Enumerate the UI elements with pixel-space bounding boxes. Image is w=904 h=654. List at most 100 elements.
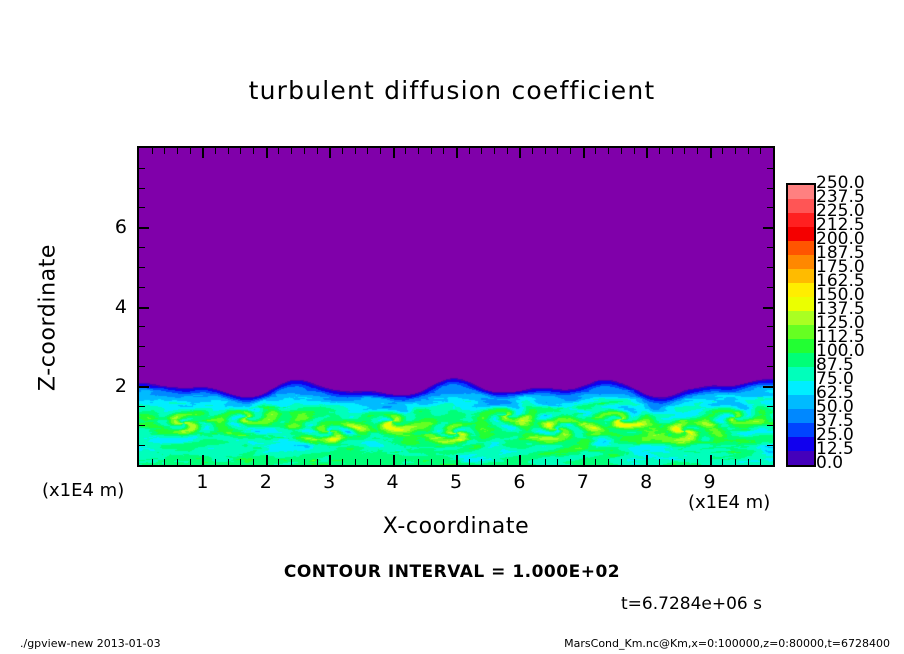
colorbar-tick-label: 62.5	[816, 383, 854, 403]
tick-mark	[672, 148, 673, 154]
x-axis-title: X-coordinate	[382, 514, 530, 539]
x-tick-label: 6	[513, 471, 526, 493]
tick-mark	[763, 307, 773, 309]
footer-command-label: ./gpview-new 2013-01-03	[20, 637, 161, 650]
tick-mark	[139, 227, 149, 229]
tick-mark	[583, 455, 585, 465]
tick-mark	[684, 459, 685, 465]
colorbar-tick-label: 225.0	[816, 201, 865, 221]
tick-mark	[735, 459, 736, 465]
tick-mark	[418, 148, 419, 154]
tick-mark	[164, 459, 165, 465]
tick-mark	[697, 459, 698, 465]
x-tick-label: 8	[640, 471, 653, 493]
colorbar-tick-label: 175.0	[816, 257, 865, 277]
tick-mark	[469, 148, 470, 154]
tick-mark	[767, 366, 773, 367]
colorbar-band	[788, 367, 814, 381]
colorbar-tick-label: 212.5	[816, 215, 865, 235]
tick-mark	[393, 455, 395, 465]
tick-mark	[228, 459, 229, 465]
tick-mark	[532, 148, 533, 154]
colorbar-tick-label: 162.5	[816, 271, 865, 291]
x-tick-label: 5	[449, 471, 463, 493]
tick-mark	[570, 148, 571, 154]
tick-mark	[240, 459, 241, 465]
tick-mark	[767, 346, 773, 347]
tick-mark	[570, 459, 571, 465]
tick-mark	[767, 247, 773, 248]
colorbar-band	[788, 213, 814, 227]
colorbar-tick-label: 200.0	[816, 229, 865, 249]
x-tick-label: 9	[703, 471, 716, 493]
colorbar-band	[788, 423, 814, 437]
tick-mark	[317, 459, 318, 465]
tick-mark	[139, 406, 145, 407]
tick-mark	[278, 148, 279, 154]
y-tick-label: 6	[114, 216, 127, 239]
tick-mark	[405, 459, 406, 465]
tick-mark	[443, 459, 444, 465]
tick-mark	[139, 445, 145, 446]
x-axis-unit-right: (x1E4 m)	[688, 492, 771, 513]
tick-mark	[697, 148, 698, 154]
tick-mark	[456, 148, 458, 158]
tick-mark	[355, 459, 356, 465]
tick-mark	[710, 455, 712, 465]
tick-mark	[672, 459, 673, 465]
tick-mark	[507, 459, 508, 465]
tick-mark	[621, 459, 622, 465]
tick-mark	[722, 148, 723, 154]
colorbar-tick-label: 50.0	[816, 397, 854, 417]
tick-mark	[767, 168, 773, 169]
colorbar-band	[788, 283, 814, 297]
tick-mark	[253, 459, 254, 465]
colorbar-tick-label: 87.5	[816, 355, 854, 375]
tick-mark	[278, 459, 279, 465]
tick-mark	[139, 287, 145, 288]
colorbar-tick-label: 187.5	[816, 243, 865, 263]
tick-mark	[545, 148, 546, 154]
tick-mark	[139, 307, 149, 309]
turbulent-diffusion-field	[139, 148, 773, 465]
tick-mark	[481, 148, 482, 154]
y-tick-label: 4	[114, 295, 127, 318]
tick-mark	[767, 445, 773, 446]
colorbar-band	[788, 185, 814, 199]
tick-mark	[767, 207, 773, 208]
colorbar-tick-label: 150.0	[816, 285, 865, 305]
tick-mark	[190, 459, 191, 465]
tick-mark	[139, 425, 145, 426]
tick-mark	[532, 459, 533, 465]
tick-mark	[317, 148, 318, 154]
tick-mark	[355, 148, 356, 154]
tick-mark	[240, 148, 241, 154]
colorbar	[786, 183, 816, 467]
tick-mark	[494, 148, 495, 154]
tick-mark	[152, 148, 153, 154]
colorbar-band	[788, 227, 814, 241]
tick-mark	[621, 148, 622, 154]
tick-mark	[304, 459, 305, 465]
tick-mark	[139, 326, 145, 327]
tick-mark	[634, 459, 635, 465]
tick-mark	[380, 459, 381, 465]
tick-mark	[139, 168, 145, 169]
colorbar-tick-label: 0.0	[816, 453, 844, 473]
tick-mark	[760, 459, 761, 465]
tick-mark	[595, 148, 596, 154]
x-tick-label: 4	[386, 471, 399, 493]
tick-mark	[608, 148, 609, 154]
colorbar-band	[788, 437, 814, 451]
footer-dataset-label: MarsCond_Km.nc@Km,x=0:100000,z=0:80000,t…	[564, 637, 890, 650]
tick-mark	[735, 148, 736, 154]
tick-mark	[481, 459, 482, 465]
contour-interval-label: CONTOUR INTERVAL = 1.000E+02	[283, 562, 621, 582]
colorbar-band	[788, 241, 814, 255]
tick-mark	[767, 188, 773, 189]
tick-mark	[557, 459, 558, 465]
tick-mark	[583, 148, 585, 158]
colorbar-band	[788, 199, 814, 213]
tick-mark	[253, 148, 254, 154]
tick-mark	[266, 148, 268, 158]
